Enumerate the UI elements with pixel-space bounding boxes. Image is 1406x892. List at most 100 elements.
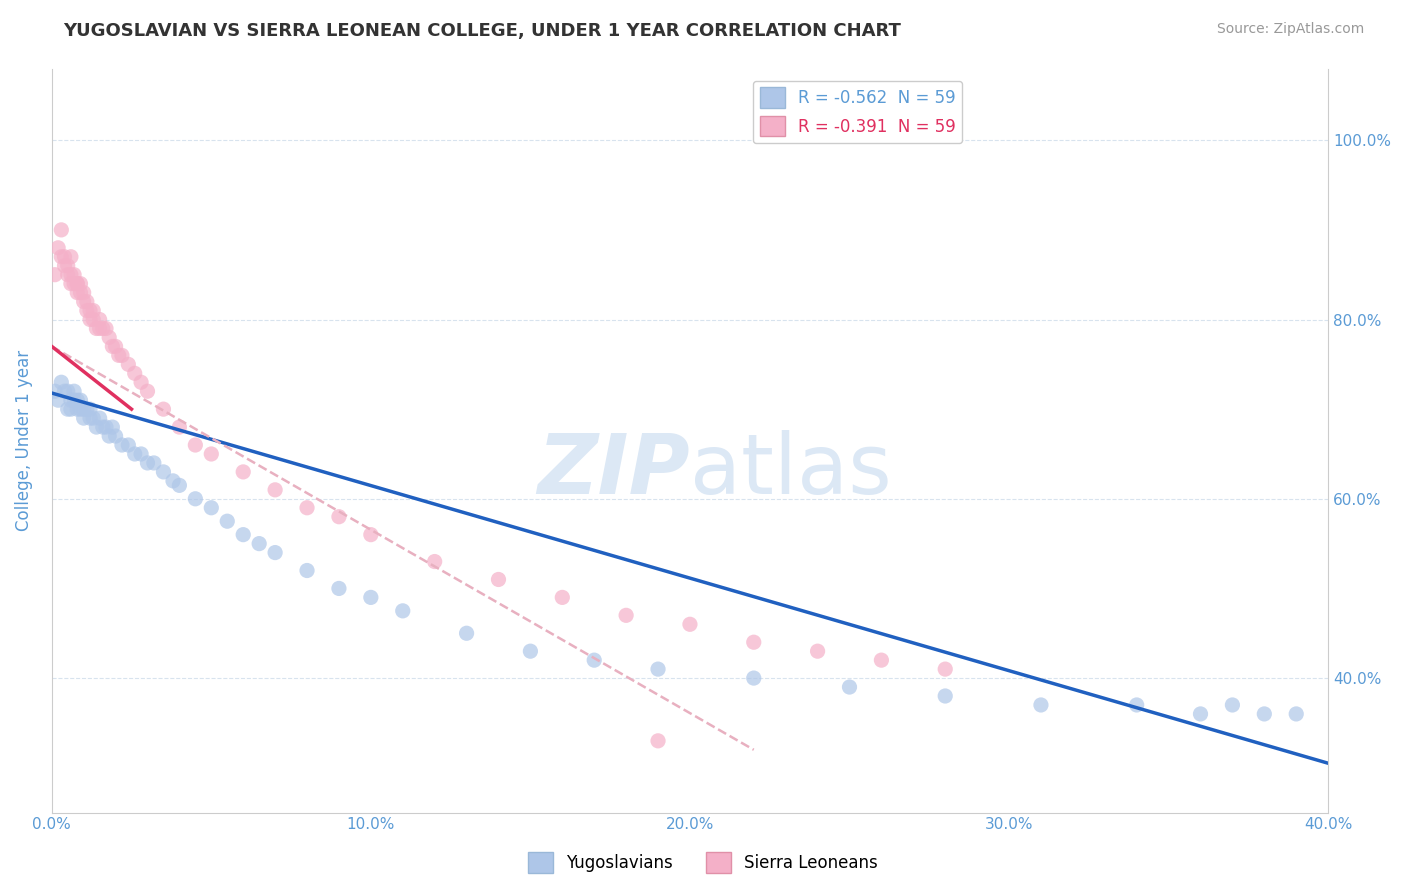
Point — [184, 491, 207, 506]
Point — [86, 321, 108, 335]
Point — [73, 402, 96, 417]
Point — [63, 277, 86, 291]
Point — [142, 456, 165, 470]
Point — [94, 321, 117, 335]
Point — [647, 662, 669, 676]
Point — [200, 447, 222, 461]
Point — [98, 330, 121, 344]
Point — [66, 277, 89, 291]
Point — [107, 348, 129, 362]
Point — [247, 536, 270, 550]
Point — [169, 478, 191, 492]
Point — [742, 635, 765, 649]
Point — [82, 411, 104, 425]
Point — [59, 277, 82, 291]
Point — [53, 259, 76, 273]
Point — [295, 564, 318, 578]
Point — [124, 366, 146, 380]
Point — [76, 303, 98, 318]
Point — [162, 474, 184, 488]
Point — [63, 393, 86, 408]
Point — [46, 393, 69, 408]
Point — [79, 303, 101, 318]
Point — [117, 357, 139, 371]
Point — [1125, 698, 1147, 712]
Point — [56, 268, 79, 282]
Point — [423, 555, 446, 569]
Point — [129, 447, 152, 461]
Point — [169, 420, 191, 434]
Point — [647, 734, 669, 748]
Point — [51, 223, 73, 237]
Point — [679, 617, 702, 632]
Y-axis label: College, Under 1 year: College, Under 1 year — [15, 350, 32, 531]
Point — [59, 402, 82, 417]
Point — [184, 438, 207, 452]
Point — [391, 604, 413, 618]
Point — [53, 384, 76, 399]
Point — [152, 402, 174, 417]
Point — [59, 393, 82, 408]
Point — [79, 411, 101, 425]
Text: Source: ZipAtlas.com: Source: ZipAtlas.com — [1216, 22, 1364, 37]
Point — [69, 402, 91, 417]
Point — [614, 608, 637, 623]
Point — [98, 429, 121, 443]
Point — [69, 393, 91, 408]
Point — [136, 456, 159, 470]
Point — [66, 285, 89, 300]
Point — [838, 680, 860, 694]
Point — [82, 312, 104, 326]
Point — [200, 500, 222, 515]
Point — [51, 376, 73, 390]
Point — [73, 285, 96, 300]
Point — [91, 420, 114, 434]
Point — [152, 465, 174, 479]
Point — [232, 527, 254, 541]
Text: ZIP: ZIP — [537, 430, 690, 511]
Point — [73, 294, 96, 309]
Point — [111, 438, 134, 452]
Point — [44, 384, 66, 399]
Point — [232, 465, 254, 479]
Point — [56, 259, 79, 273]
Point — [91, 321, 114, 335]
Point — [360, 527, 382, 541]
Point — [46, 241, 69, 255]
Point — [328, 509, 350, 524]
Point — [73, 411, 96, 425]
Legend: R = -0.562  N = 59, R = -0.391  N = 59: R = -0.562 N = 59, R = -0.391 N = 59 — [754, 80, 963, 143]
Point — [63, 384, 86, 399]
Point — [111, 348, 134, 362]
Point — [44, 268, 66, 282]
Point — [66, 402, 89, 417]
Point — [66, 393, 89, 408]
Point — [101, 420, 124, 434]
Point — [59, 268, 82, 282]
Point — [1253, 706, 1275, 721]
Point — [94, 420, 117, 434]
Point — [264, 483, 287, 497]
Text: YUGOSLAVIAN VS SIERRA LEONEAN COLLEGE, UNDER 1 YEAR CORRELATION CHART: YUGOSLAVIAN VS SIERRA LEONEAN COLLEGE, U… — [63, 22, 901, 40]
Point — [86, 420, 108, 434]
Point — [89, 321, 111, 335]
Point — [806, 644, 828, 658]
Point — [56, 402, 79, 417]
Text: atlas: atlas — [690, 430, 891, 511]
Point — [934, 689, 956, 703]
Point — [1222, 698, 1244, 712]
Point — [59, 250, 82, 264]
Point — [328, 582, 350, 596]
Point — [89, 411, 111, 425]
Point — [360, 591, 382, 605]
Point — [101, 339, 124, 353]
Point — [1189, 706, 1212, 721]
Point — [53, 250, 76, 264]
Point — [117, 438, 139, 452]
Point — [295, 500, 318, 515]
Point — [63, 268, 86, 282]
Point — [104, 339, 127, 353]
Point — [56, 384, 79, 399]
Point — [456, 626, 478, 640]
Point — [82, 303, 104, 318]
